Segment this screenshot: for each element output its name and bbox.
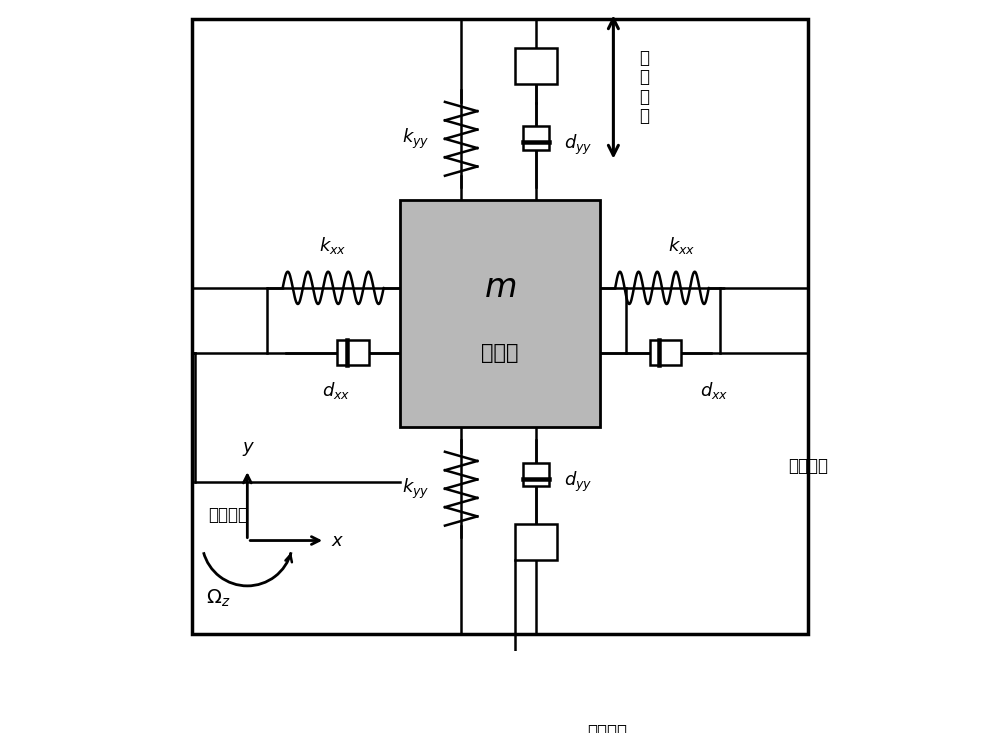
Text: $k_{xx}$: $k_{xx}$ xyxy=(668,235,695,257)
Text: 控
制
输
入: 控 制 输 入 xyxy=(639,49,649,125)
Bar xyxy=(515,48,557,84)
Text: $d_{yy}$: $d_{yy}$ xyxy=(564,133,592,158)
Text: $k_{yy}$: $k_{yy}$ xyxy=(402,476,430,501)
Text: 电容测量: 电容测量 xyxy=(587,723,627,733)
Text: $k_{xx}$: $k_{xx}$ xyxy=(319,235,347,257)
Text: x: x xyxy=(332,531,342,550)
Text: y: y xyxy=(242,438,253,457)
Bar xyxy=(337,340,369,365)
Bar xyxy=(515,524,557,560)
Text: 电容测量: 电容测量 xyxy=(208,506,248,523)
Text: $d_{xx}$: $d_{xx}$ xyxy=(322,380,351,401)
Bar xyxy=(523,463,549,487)
Text: $k_{yy}$: $k_{yy}$ xyxy=(402,127,430,151)
Text: 质量块: 质量块 xyxy=(481,342,519,363)
Bar xyxy=(523,126,549,150)
Text: 控制输入: 控制输入 xyxy=(788,457,828,475)
Text: $m$: $m$ xyxy=(484,271,516,304)
Bar xyxy=(400,200,600,427)
Text: $d_{xx}$: $d_{xx}$ xyxy=(700,380,728,401)
Bar xyxy=(650,340,681,365)
Text: $\Omega_z$: $\Omega_z$ xyxy=(206,588,230,610)
Text: $d_{yy}$: $d_{yy}$ xyxy=(564,470,592,494)
